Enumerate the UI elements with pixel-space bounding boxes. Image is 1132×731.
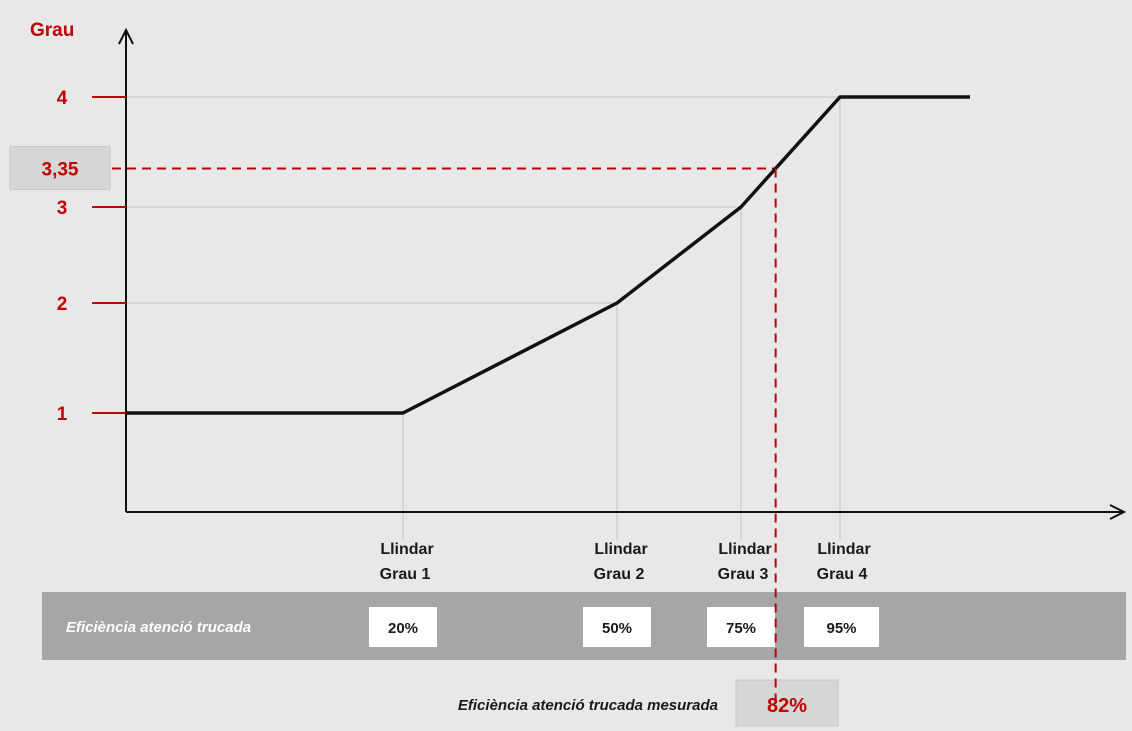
efficiency-value-1: 20% [388,620,418,637]
efficiency-value-box-2 [583,607,651,647]
y-axis-arrow [118,27,134,45]
axes: Grau [30,20,1127,520]
threshold-label-line1-3: Llindar [718,541,771,558]
threshold-label-line2-4: Grau 4 [817,566,868,583]
efficiency-value-4: 95% [826,620,856,637]
threshold-label-line2-1: Grau 1 [380,566,431,583]
threshold-label-line1-1: Llindar [380,541,433,558]
efficiency-value-box-1 [369,607,437,647]
ytick-label-1: 1 [57,404,68,425]
measured-readout: 3,35 [9,146,776,190]
efficiency-band-label: Eficiència atenció trucada [66,619,251,636]
series-line-0 [126,95,970,415]
efficiency-value-box-4 [804,607,879,647]
gridlines [126,96,840,414]
y-ticks: 1 2 3 4 [57,88,126,425]
ytick-label-4: 4 [57,88,68,109]
ytick-label-2: 2 [57,294,68,315]
threshold-label-line1-4: Llindar [817,541,870,558]
measured-grade-value: 3,35 [42,160,79,181]
efficiency-value-2: 50% [602,620,632,637]
efficiency-value-box-3 [707,607,775,647]
measured-efficiency-box [735,679,839,727]
measured-efficiency: Eficiència atenció trucada mesurada 82% [458,679,839,727]
measured-efficiency-label: Eficiència atenció trucada mesurada [458,697,718,714]
x-axis-arrow [1109,504,1127,520]
series [126,95,970,415]
efficiency-band: Eficiència atenció trucada 20% 50% 75% 95% [42,592,1126,660]
efficiency-value-3: 75% [726,620,756,637]
threshold-label-line1-2: Llindar [594,541,647,558]
ytick-label-3: 3 [57,198,68,219]
threshold-drop-lines [402,97,841,540]
threshold-label-line2-2: Grau 2 [594,566,645,583]
threshold-label-line2-3: Grau 3 [718,566,769,583]
y-axis-title: Grau [30,20,74,41]
measured-grade-box [9,146,111,190]
threshold-labels: Llindar Grau 1 Llindar Grau 2 Llindar Grau 3 L… [380,541,871,583]
measured-efficiency-value: 82% [767,695,807,717]
